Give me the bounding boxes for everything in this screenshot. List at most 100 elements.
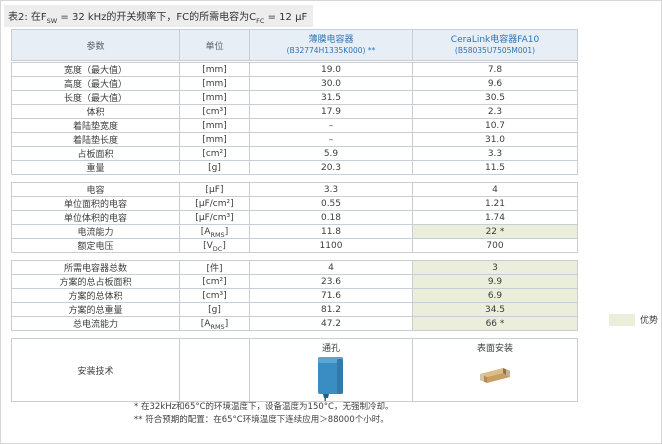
mounting-film-cell: 通孔 xyxy=(249,338,413,402)
film-value-cell: 81.2 xyxy=(249,302,413,317)
comparison-table-section-mounting: 安装技术 通孔 表面安装 xyxy=(11,338,578,402)
param-cell: 体积 xyxy=(11,104,180,119)
table-row: 方案的总体积 [cm³] 71.6 6.9 xyxy=(11,288,578,303)
mounting-unit-cell xyxy=(179,338,250,402)
unit-cell: [ARMS] xyxy=(179,224,250,239)
param-cell: 长度（最大值） xyxy=(11,90,180,105)
film-value-cell: 19.0 xyxy=(249,62,413,77)
comparison-table-header: 参数 单位 薄膜电容器 (B32774H1335K000) ** CeraLin… xyxy=(11,29,578,61)
table-title: 表2: 在FSW = 32 kHz的开关频率下，FC的所需电容为CFC = 12… xyxy=(4,5,314,27)
through-hole-capacitor-icon xyxy=(318,357,343,401)
ceralink-value-cell: 700 xyxy=(412,238,578,253)
film-value-cell: 71.6 xyxy=(249,288,413,303)
advantage-label: 优势 xyxy=(640,316,659,326)
comparison-table-section-electrical: 电容 [μF] 3.3 4 单位面积的电容 [μF/cm²] 0.55 1.21 单位体积的电容… xyxy=(11,182,578,253)
table-row: 额定电压 [VDC] 1100 700 xyxy=(11,238,578,253)
legend-advantage: 优势 xyxy=(609,313,658,326)
param-cell: 总电流能力 xyxy=(11,316,180,331)
mounting-param-cell: 安装技术 xyxy=(11,338,180,402)
param-cell: 着陆垫长度 xyxy=(11,132,180,147)
table-row: 单位体积的电容 [μF/cm³] 0.18 1.74 xyxy=(11,210,578,225)
film-value-cell: 0.55 xyxy=(249,196,413,211)
unit-cell: [mm] xyxy=(179,132,250,147)
header-param: 参数 xyxy=(11,29,180,61)
film-value-cell: 31.5 xyxy=(249,90,413,105)
unit-cell: [mm] xyxy=(179,76,250,91)
table-row: 电流能力 [ARMS] 11.8 22 * xyxy=(11,224,578,239)
ceralink-value-cell: 6.9 xyxy=(412,288,578,303)
param-cell: 着陆垫宽度 xyxy=(11,118,180,133)
ceralink-value-cell: 11.5 xyxy=(412,160,578,175)
param-cell: 占板面积 xyxy=(11,146,180,161)
table-row: 着陆垫长度 [mm] –31.0 xyxy=(11,132,578,147)
film-value-cell: 1100 xyxy=(249,238,413,253)
film-value-cell: 5.9 xyxy=(249,146,413,161)
unit-cell: [mm] xyxy=(179,90,250,105)
param-cell: 宽度（最大值） xyxy=(11,62,180,77)
through-hole-label: 通孔 xyxy=(321,344,340,354)
film-value-cell: – xyxy=(249,132,413,147)
ceralink-value-cell: 34.5 xyxy=(412,302,578,317)
unit-cell: [mm] xyxy=(179,118,250,133)
ceralink-value-cell: 1.74 xyxy=(412,210,578,225)
param-cell: 电容 xyxy=(11,182,180,197)
table-row: 体积 [cm³] 17.9 2.3 xyxy=(11,104,578,119)
advantage-color-swatch xyxy=(609,313,635,326)
unit-cell: [μF/cm²] xyxy=(179,196,250,211)
unit-cell: [件] xyxy=(179,260,250,275)
ceralink-value-cell: 1.21 xyxy=(412,196,578,211)
table-row: 占板面积 [cm²] 5.9 3.3 xyxy=(11,146,578,161)
table-row: 宽度（最大值） [mm] 19.0 7.8 xyxy=(11,62,578,77)
film-value-cell: 20.3 xyxy=(249,160,413,175)
table-row: 重量 [g] 20.3 11.5 xyxy=(11,160,578,175)
footnote-1: * 在32kHz和65°C的环境温度下，设备温度为150°C，无强制冷却。 xyxy=(134,402,394,412)
unit-cell: [cm²] xyxy=(179,274,250,289)
film-value-cell: 23.6 xyxy=(249,274,413,289)
film-value-cell: 0.18 xyxy=(249,210,413,225)
table-row: 方案的总占板面积 [cm²] 23.6 9.9 xyxy=(11,274,578,289)
film-capacitor-part-number: (B32774H1335K000) ** xyxy=(286,46,376,55)
ceralink-value-cell: 2.3 xyxy=(412,104,578,119)
film-value-cell: 4 xyxy=(249,260,413,275)
param-cell: 所需电容器总数 xyxy=(11,260,180,275)
smd-capacitor-icon xyxy=(480,368,510,383)
footnote-2: ** 符合预期的配置：在65°C环境温度下连续应用＞88000个小时。 xyxy=(134,415,389,425)
ceralink-value-cell: 7.8 xyxy=(412,62,578,77)
param-cell: 电流能力 xyxy=(11,224,180,239)
film-capacitor-name: 薄膜电容器 xyxy=(308,35,354,45)
param-cell: 单位体积的电容 xyxy=(11,210,180,225)
comparison-table-section-totals: 所需电容器总数 [件] 4 3 方案的总占板面积 [cm²] 23.6 9.9 方案的总体积 [c… xyxy=(11,260,578,331)
film-value-cell: 11.8 xyxy=(249,224,413,239)
header-film-capacitor: 薄膜电容器 (B32774H1335K000) ** xyxy=(249,29,413,61)
param-cell: 重量 xyxy=(11,160,180,175)
subscript-sw: SW xyxy=(46,17,58,25)
table-row: 单位面积的电容 [μF/cm²] 0.55 1.21 xyxy=(11,196,578,211)
param-cell: 额定电压 xyxy=(11,238,180,253)
unit-cell: [VDC] xyxy=(179,238,250,253)
header-row: 参数 单位 薄膜电容器 (B32774H1335K000) ** CeraLin… xyxy=(11,29,578,61)
ceralink-value-cell: 3.3 xyxy=(412,146,578,161)
unit-cell: [μF/cm³] xyxy=(179,210,250,225)
param-cell: 高度（最大值） xyxy=(11,76,180,91)
film-value-cell: – xyxy=(249,118,413,133)
ceralink-value-cell: 3 xyxy=(412,260,578,275)
mounting-ceralink-cell: 表面安装 xyxy=(412,338,578,402)
ceralink-value-cell: 30.5 xyxy=(412,90,578,105)
table-row: 长度（最大值） [mm] 31.5 30.5 xyxy=(11,90,578,105)
film-value-cell: 17.9 xyxy=(249,104,413,119)
table-row: 着陆垫宽度 [mm] –10.7 xyxy=(11,118,578,133)
header-ceralink-capacitor: CeraLink电容器FA10 (B58035U7505M001) xyxy=(412,29,578,61)
ceralink-capacitor-part-number: (B58035U7505M001) xyxy=(454,46,536,55)
table-row: 高度（最大值） [mm] 30.0 9.6 xyxy=(11,76,578,91)
unit-cell: [cm³] xyxy=(179,288,250,303)
table-row: 总电流能力 [ARMS] 47.2 66 * xyxy=(11,316,578,331)
mounting-row: 安装技术 通孔 表面安装 xyxy=(11,338,578,402)
header-unit: 单位 xyxy=(179,29,250,61)
ceralink-value-cell: 4 xyxy=(412,182,578,197)
param-cell: 方案的总重量 xyxy=(11,302,180,317)
table-row: 方案的总重量 [g] 81.2 34.5 xyxy=(11,302,578,317)
table-row: 电容 [μF] 3.3 4 xyxy=(11,182,578,197)
film-value-cell: 47.2 xyxy=(249,316,413,331)
unit-cell: [ARMS] xyxy=(179,316,250,331)
param-cell: 方案的总体积 xyxy=(11,288,180,303)
